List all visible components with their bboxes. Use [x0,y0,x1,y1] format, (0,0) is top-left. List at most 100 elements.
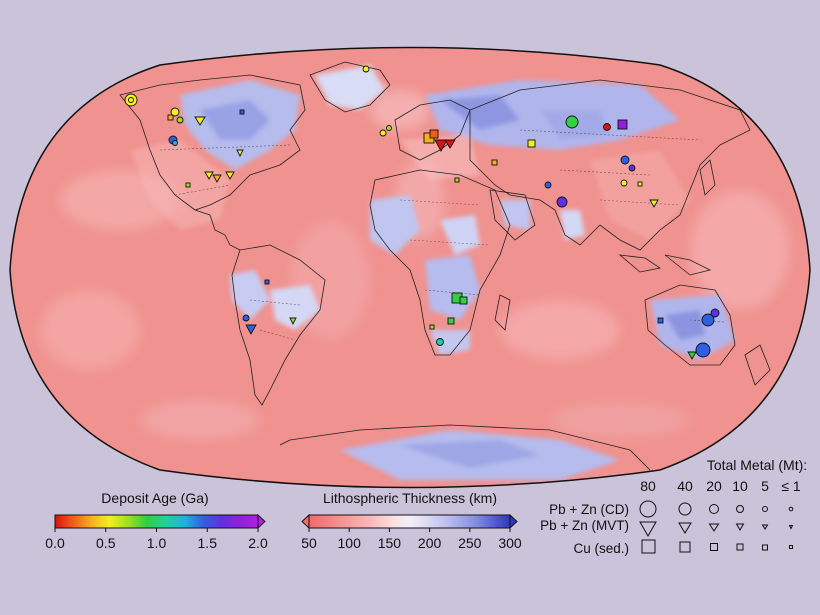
deposit-circle [603,123,611,131]
age-tick-label: 1.5 [198,535,218,551]
deposit-square [459,296,468,305]
square-symbol [679,541,691,553]
metal-column-label: 5 [761,478,769,494]
deposit-circle [710,308,720,318]
coastlines [119,61,771,471]
deposit-square [527,139,536,148]
deposit-circle [556,196,568,208]
thickness-tick-label: 250 [458,535,482,551]
deposit-triangle [687,351,697,360]
age-legend-title: Deposit Age (Ga) [101,490,208,506]
deposit-square [454,177,460,183]
thickness-colorbar-arrow-left [301,513,310,530]
circle-symbol [709,504,719,514]
deposit-square [617,119,628,130]
square-symbol [736,543,744,551]
deposit-triangle [444,139,456,149]
deposit-circle [362,65,370,73]
deposit-square [447,317,455,325]
age-tick-label: 2.0 [248,535,268,551]
square-symbol [762,544,768,551]
square-symbol [789,545,793,549]
deposit-circle [620,179,628,187]
thickness-colorbar [308,514,511,529]
deposit-triangle [212,174,222,183]
deposit-circle [379,129,387,137]
deposit-triangle [225,171,235,180]
metal-row-label: Pb + Zn (CD) [549,502,629,517]
thickness-tick-label: 300 [498,535,522,551]
age-legend: Deposit Age (Ga) 0.0 0.5 1.0 1.5 2.0 [45,490,268,551]
triangle-symbol [708,523,720,532]
deposit-triangle [289,317,297,326]
age-ticks [54,528,259,532]
deposit-triangle [649,199,659,208]
circle-symbol [736,505,744,513]
deposit-circle [170,107,180,117]
deposit-circle [701,313,715,327]
deposit-circle [386,125,392,131]
triangle-symbol [639,521,657,538]
deposit-circle [620,155,630,165]
thickness-colorbar-arrow-right [509,513,518,530]
deposit-circle [124,93,138,107]
globe-outline [9,46,811,489]
age-colorbar [54,514,259,529]
thickness-legend: Lithospheric Thickness (km) 50 100 150 2… [301,490,522,551]
deposit-square [491,159,498,166]
circle-symbol [639,500,657,518]
thickness-tick-label: 150 [378,535,402,551]
triangle-symbol [678,522,692,534]
deposit-circle [128,97,134,103]
age-tick-label: 0.0 [45,535,65,551]
metal-row-label: Pb + Zn (MVT) [540,518,629,533]
metal-column-label: 10 [732,478,748,494]
age-tick-label: 1.0 [147,535,167,551]
triangle-symbol [735,523,745,531]
deposit-circle [172,140,178,146]
deposit-circle [242,314,250,322]
thickness-ticks [308,528,511,532]
deposit-square [167,114,174,121]
metal-circle-symbols [639,500,794,518]
thickness-tick-label: 100 [338,535,362,551]
circle-symbol [678,502,692,516]
deposit-circle [565,115,579,129]
deposit-markers [124,65,720,360]
deposit-circle [695,342,711,358]
deposit-square [637,181,643,187]
metal-column-label: ≤ 1 [781,478,801,494]
metal-square-symbols [641,539,793,554]
deposit-triangle [245,324,257,335]
deposit-circle [544,181,552,189]
deposit-circle [176,116,184,124]
metal-legend-title: Total Metal (Mt): [707,457,807,473]
deposit-square [264,279,270,285]
deposit-square [657,317,664,324]
deposit-circle [436,338,444,346]
age-tick-label: 0.5 [96,535,116,551]
age-colorbar-arrow [257,513,266,530]
metal-column-label: 40 [677,478,693,494]
deposit-circle [628,164,636,172]
deposit-triangle [434,139,448,152]
deposit-triangle [236,149,244,158]
deposit-square [429,129,439,139]
circle-symbol [762,506,768,512]
triangle-symbol [788,525,794,530]
metal-legend: Total Metal (Mt): 80 40 20 10 5 ≤ 1 Pb +… [540,457,807,556]
deposit-triangle [194,116,206,126]
world-map [9,46,811,489]
deposit-square [185,182,191,188]
deposit-square [239,109,245,115]
triangle-symbol [761,524,769,530]
circle-symbol [788,506,794,512]
metal-column-label: 80 [640,478,656,494]
metal-column-label: 20 [706,478,722,494]
deposit-square [429,324,435,330]
metal-triangle-symbols [639,521,794,538]
square-symbol [641,539,656,554]
thickness-legend-title: Lithospheric Thickness (km) [323,490,497,506]
